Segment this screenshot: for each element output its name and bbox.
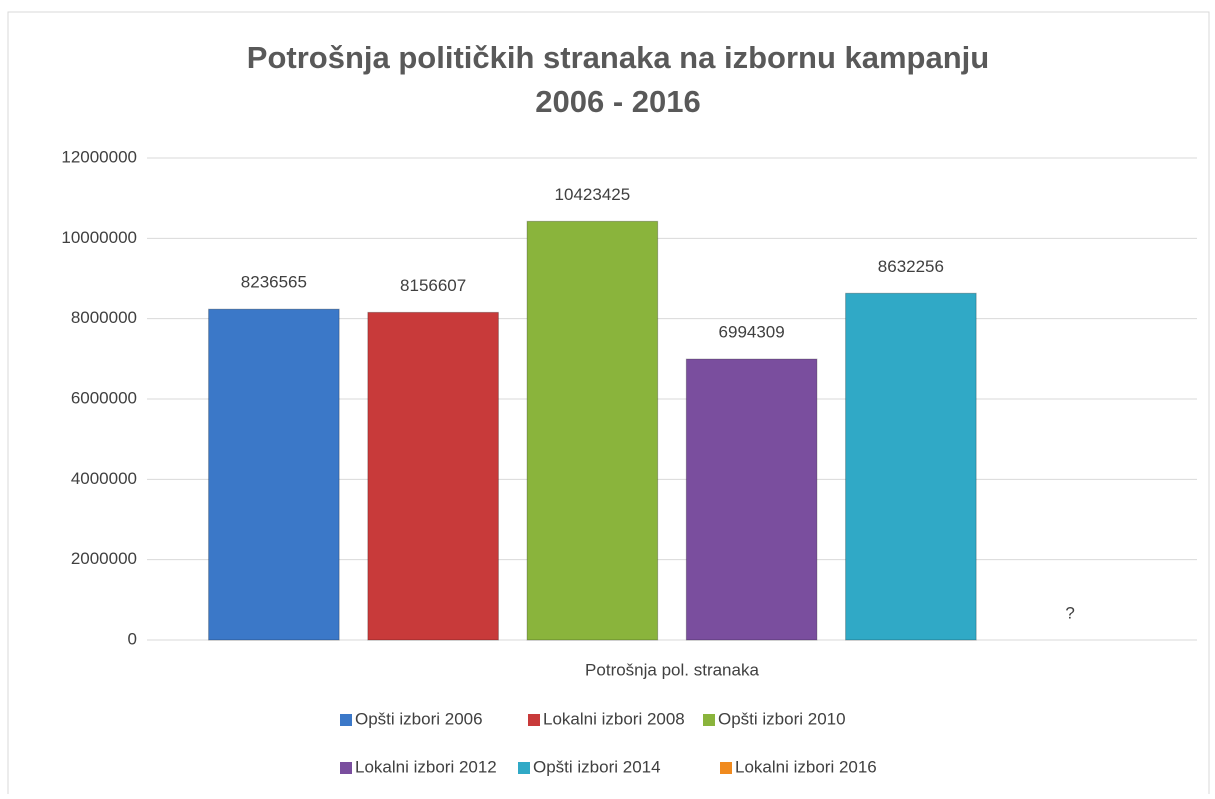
data-label: 8156607 <box>400 276 466 295</box>
y-tick-label: 10000000 <box>61 228 137 247</box>
legend-label: Opšti izbori 2014 <box>533 757 661 776</box>
chart-title: 2006 - 2016 <box>535 84 700 119</box>
legend-swatch <box>340 762 352 774</box>
data-label: 8632256 <box>878 257 944 276</box>
y-tick-label: 12000000 <box>61 147 137 166</box>
legend-label: Lokalni izbori 2012 <box>355 757 497 776</box>
data-label: 10423425 <box>555 185 631 204</box>
data-label: 8236565 <box>241 273 307 292</box>
legend-swatch <box>703 714 715 726</box>
bar <box>526 220 659 641</box>
y-tick-label: 4000000 <box>71 469 137 488</box>
legend-label: Lokalni izbori 2008 <box>543 709 685 728</box>
legend-swatch <box>340 714 352 726</box>
y-tick-label: 2000000 <box>71 549 137 568</box>
bar <box>367 311 499 641</box>
x-tick-label: Potrošnja pol. stranaka <box>585 660 759 679</box>
legend-swatch <box>720 762 732 774</box>
legend-label: Opšti izbori 2010 <box>718 709 846 728</box>
chart-title: Potrošnja političkih stranaka na izbornu… <box>247 40 989 75</box>
y-tick-label: 6000000 <box>71 388 137 407</box>
bar <box>208 308 340 641</box>
legend-swatch <box>528 714 540 726</box>
bar <box>845 292 977 641</box>
y-tick-label: 0 <box>128 629 137 648</box>
data-label: 6994309 <box>719 323 785 342</box>
legend-swatch <box>518 762 530 774</box>
y-tick-label: 8000000 <box>71 308 137 327</box>
legend-label: Lokalni izbori 2016 <box>735 757 877 776</box>
data-label: ? <box>1065 603 1074 622</box>
bar <box>685 358 818 641</box>
legend-label: Opšti izbori 2006 <box>355 709 483 728</box>
